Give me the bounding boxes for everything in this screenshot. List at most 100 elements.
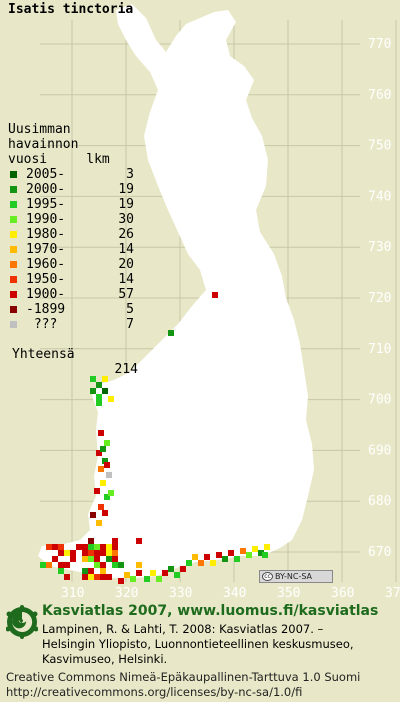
legend-total-label: Yhteensä <box>12 347 75 362</box>
occurrence-cell <box>162 570 168 576</box>
occurrence-cell <box>108 396 114 402</box>
occurrence-cell <box>94 550 100 556</box>
legend-header-line-3: vuosi lkm <box>8 152 110 167</box>
y-axis-ticks: 770 760 750 740 730 720 710 700 690 680 670 <box>368 37 391 560</box>
occurrence-cell <box>98 430 104 436</box>
occurrence-cell <box>104 494 110 500</box>
occurrence-cell <box>90 512 96 518</box>
x-tick-label: 320 <box>115 586 138 600</box>
occurrence-cell <box>168 566 174 572</box>
occurrence-cell <box>70 556 76 562</box>
legend-swatch <box>10 246 17 253</box>
footer-title-link[interactable]: Kasviatlas 2007, www.luomus.fi/kasviatla… <box>42 603 379 619</box>
legend-row-label: 1970- <box>26 242 66 257</box>
occurrence-cell <box>156 576 162 582</box>
legend-row-label: 2000- <box>26 182 66 197</box>
legend-row-count: 26 <box>118 227 134 242</box>
footer-cc-text: Creative Commons Nimeä-Epäkaupallinen-Ta… <box>6 670 361 684</box>
legend-row: 1980- 26 <box>8 227 134 242</box>
legend-swatch <box>10 186 17 193</box>
legend-row-count: 7 <box>126 317 134 332</box>
x-tick-label: 350 <box>277 586 300 600</box>
occurrence-cell <box>136 570 142 576</box>
legend-row: 2000- 19 <box>8 182 134 197</box>
occurrence-cell <box>124 572 130 578</box>
legend-row-count: 19 <box>118 182 134 197</box>
occurrence-cell <box>94 544 100 550</box>
species-title: Isatis tinctoria <box>8 2 134 17</box>
legend-row-label: 1980- <box>26 227 66 242</box>
occurrence-cell <box>58 568 64 574</box>
legend-swatch <box>10 171 17 178</box>
legend-swatch <box>10 216 17 223</box>
y-tick-label: 700 <box>368 393 391 408</box>
occurrence-cell <box>96 520 102 526</box>
occurrence-cell <box>144 576 150 582</box>
occurrence-cell <box>174 572 180 578</box>
legend-rows: 2005- 3 2000- 19 1995- 19 1990- 30 1980- 26 1970- 1… <box>8 167 134 332</box>
legend-row-label: 1960- <box>26 257 66 272</box>
legend-row: 2005- 3 <box>8 167 134 182</box>
occurrence-cell <box>100 574 106 580</box>
occurrence-cell <box>82 544 88 550</box>
legend-row-label: -1899 <box>26 302 66 317</box>
occurrence-cell <box>118 578 124 584</box>
occurrence-cell <box>210 560 216 566</box>
occurrence-cell <box>100 480 106 486</box>
kasviatlas-logo-icon <box>6 605 38 639</box>
occurrence-cell <box>102 458 108 464</box>
occurrence-cell <box>212 292 218 298</box>
footer-citation-1: Lampinen, R. & Lahti, T. 2008: Kasviatla… <box>42 622 324 636</box>
occurrence-cell <box>100 562 106 568</box>
occurrence-cell <box>198 560 204 566</box>
occurrence-cell <box>106 556 112 562</box>
legend-swatch <box>10 201 17 208</box>
occurrence-cell <box>104 462 110 468</box>
y-tick-label: 670 <box>368 545 391 560</box>
occurrence-cell <box>46 562 52 568</box>
occurrence-cell <box>228 550 234 556</box>
y-tick-label: 770 <box>368 37 391 52</box>
legend-row: -1899 5 <box>8 302 134 317</box>
finland-landmass <box>38 4 314 578</box>
occurrence-cell <box>82 550 88 556</box>
legend-row: 1970- 14 <box>8 242 134 257</box>
occurrence-cell <box>94 562 100 568</box>
occurrence-cell <box>88 556 94 562</box>
legend-swatch <box>10 276 17 283</box>
legend-row-count: 30 <box>118 212 134 227</box>
occurrence-cell <box>70 550 76 556</box>
y-tick-label: 710 <box>368 342 391 357</box>
occurrence-cell <box>88 550 94 556</box>
occurrence-cell <box>98 504 104 510</box>
occurrence-cell <box>150 570 156 576</box>
occurrence-cell <box>58 562 64 568</box>
cc-icon: cc <box>262 572 273 581</box>
legend-row-label: 1990- <box>26 212 66 227</box>
occurrence-cell <box>112 538 118 544</box>
occurrence-cell <box>82 574 88 580</box>
legend-row-count: 57 <box>118 287 134 302</box>
cc-license-badge[interactable]: cc BY-NC-SA <box>259 570 333 583</box>
occurrence-cell <box>246 552 252 558</box>
occurrence-cell <box>94 556 100 562</box>
y-tick-label: 750 <box>368 139 391 154</box>
occurrence-cell <box>112 562 118 568</box>
occurrence-cell <box>106 550 112 556</box>
occurrence-cell <box>262 552 268 558</box>
occurrence-cell <box>102 388 108 394</box>
occurrence-cell <box>222 556 228 562</box>
legend-total: Yhteensä 214 <box>8 332 138 377</box>
occurrence-cell <box>88 538 94 544</box>
occurrence-cell <box>100 544 106 550</box>
footer-cc-url[interactable]: http://creativecommons.org/licenses/by-n… <box>6 685 303 699</box>
occurrence-cell <box>216 552 222 558</box>
occurrence-cell <box>40 562 46 568</box>
occurrence-cell <box>58 550 64 556</box>
x-tick-label: 310 <box>61 586 84 600</box>
occurrence-cell <box>76 544 82 550</box>
occurrence-cell <box>186 560 192 566</box>
occurrence-cell <box>118 562 124 568</box>
occurrence-cell <box>264 544 270 550</box>
occurrence-cell <box>136 538 142 544</box>
